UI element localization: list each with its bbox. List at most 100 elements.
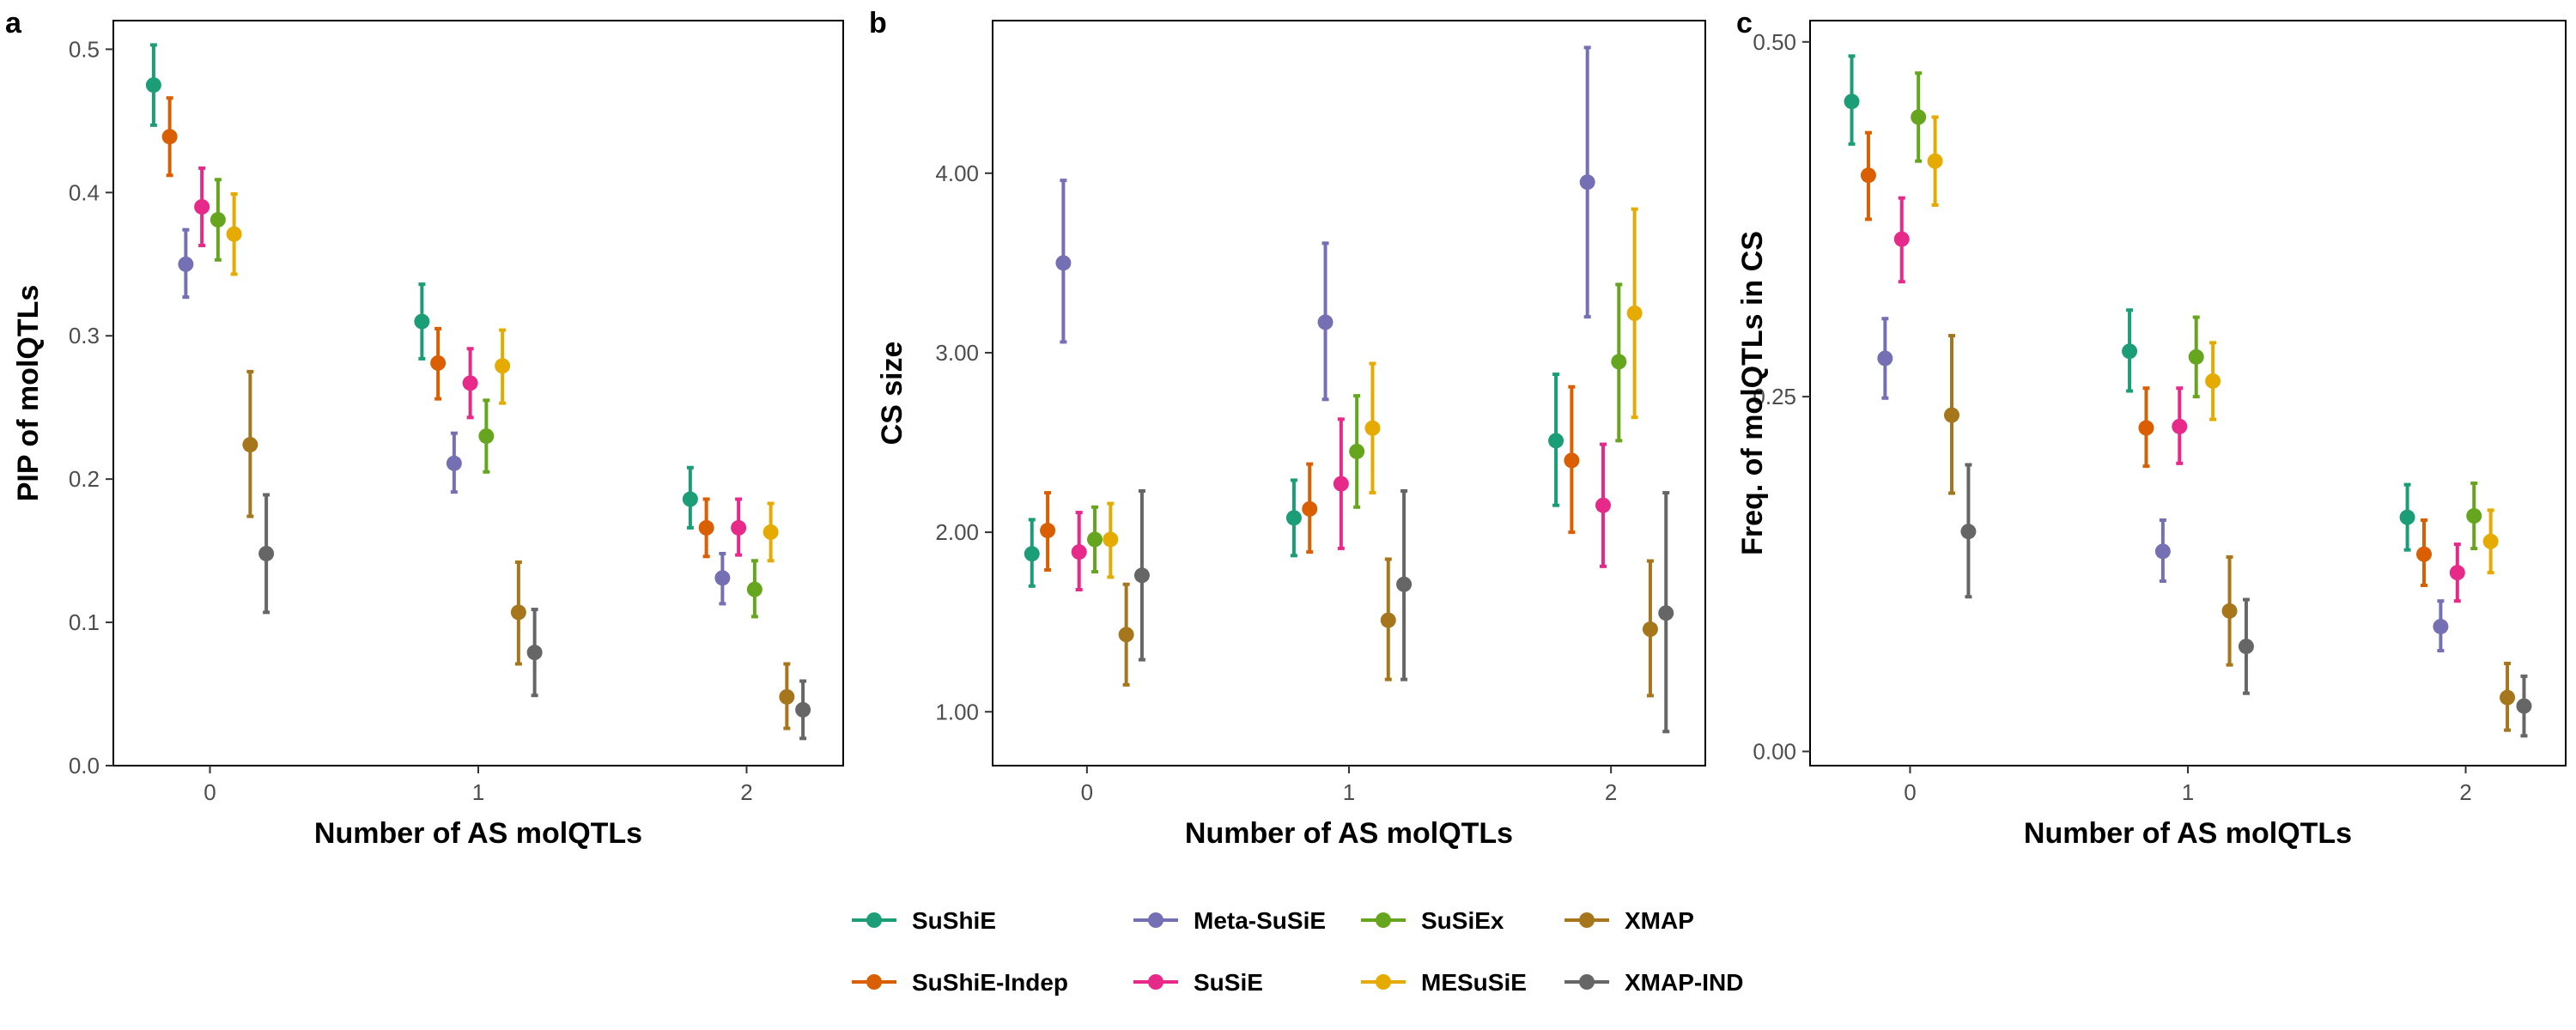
series-SuSiEx bbox=[1911, 71, 2482, 551]
x-tick-label: 1 bbox=[1343, 779, 1355, 805]
data-point bbox=[682, 491, 698, 507]
legend-label: SuShiE-Indep bbox=[912, 969, 1068, 996]
legend-item-SuSiEx: SuSiEx bbox=[1361, 907, 1504, 934]
series-XMAP-IND bbox=[1960, 463, 2532, 738]
data-point bbox=[178, 256, 194, 272]
legend-item-SuShiE-Indep: SuShiE-Indep bbox=[852, 969, 1068, 996]
legend-item-SuShiE: SuShiE bbox=[852, 907, 996, 934]
data-point bbox=[1133, 567, 1150, 584]
series-SuShiE-Indep bbox=[1860, 130, 2432, 588]
data-point bbox=[698, 519, 714, 536]
data-point bbox=[2516, 698, 2532, 714]
x-axis-title: Number of AS molQTLs bbox=[1185, 817, 1513, 850]
series-XMAP bbox=[1944, 334, 2516, 732]
data-point bbox=[242, 437, 258, 453]
data-point bbox=[161, 129, 178, 145]
data-point bbox=[1626, 305, 1643, 321]
panel-letter: a bbox=[5, 7, 22, 39]
data-point bbox=[1364, 420, 1381, 436]
legend-key-point bbox=[1579, 912, 1595, 928]
data-point bbox=[731, 519, 747, 536]
legend-key-point bbox=[1148, 912, 1163, 928]
x-tick-label: 0 bbox=[204, 779, 216, 805]
data-point bbox=[1055, 255, 1072, 271]
y-tick-label: 3.00 bbox=[935, 340, 979, 366]
y-tick-label: 0.50 bbox=[1753, 29, 1796, 55]
series-SuShiE bbox=[1024, 373, 1564, 588]
data-point bbox=[1302, 500, 1318, 517]
series-Meta-SuSiE bbox=[1877, 317, 2449, 653]
legend-item-XMAP: XMAP bbox=[1564, 907, 1694, 934]
data-point bbox=[2188, 348, 2204, 365]
data-point bbox=[414, 313, 430, 330]
x-tick-label: 2 bbox=[1605, 779, 1617, 805]
data-point bbox=[2154, 543, 2171, 560]
data-point bbox=[226, 226, 242, 242]
data-point bbox=[1071, 544, 1087, 560]
panel-letter: b bbox=[869, 7, 887, 39]
data-point bbox=[2138, 420, 2154, 436]
data-point bbox=[495, 358, 511, 374]
data-point bbox=[1642, 621, 1658, 638]
series-MESuSiE bbox=[226, 191, 779, 563]
y-axis-title: CS size bbox=[876, 342, 908, 445]
series-SuShiE bbox=[145, 43, 698, 530]
data-point bbox=[1317, 314, 1334, 330]
panel-letter: c bbox=[1736, 7, 1753, 39]
legend-key-point bbox=[1376, 974, 1391, 990]
data-point bbox=[1285, 510, 1302, 526]
series-SuSiEx bbox=[210, 178, 762, 619]
y-tick-label: 0.00 bbox=[1753, 738, 1796, 764]
data-point bbox=[1333, 476, 1349, 492]
series-XMAP-IND bbox=[258, 493, 811, 741]
data-point bbox=[1087, 531, 1103, 548]
data-point bbox=[1380, 612, 1396, 628]
x-tick-label: 1 bbox=[472, 779, 484, 805]
y-tick-label: 0.5 bbox=[69, 36, 100, 62]
data-point bbox=[2433, 618, 2449, 634]
legend-item-MESuSiE: MESuSiE bbox=[1361, 969, 1527, 996]
y-tick-label: 0.4 bbox=[69, 179, 100, 205]
legend-label: SuShiE bbox=[912, 907, 996, 934]
data-point bbox=[430, 354, 447, 371]
data-point bbox=[1118, 627, 1134, 643]
data-point bbox=[714, 570, 731, 586]
data-point bbox=[762, 524, 779, 540]
data-point bbox=[1349, 443, 1365, 459]
x-axis-title: Number of AS molQTLs bbox=[314, 817, 642, 850]
data-point bbox=[2122, 343, 2138, 360]
data-point bbox=[2238, 639, 2254, 655]
legend-label: XMAP-IND bbox=[1625, 969, 1743, 996]
data-point bbox=[746, 581, 762, 597]
data-point bbox=[1944, 407, 1959, 423]
legend: SuShiE SuShiE-Indep Meta-SuSiE SuSiE SuSiEx M… bbox=[852, 907, 1743, 996]
y-tick-label: 0.25 bbox=[1753, 384, 1796, 409]
data-point bbox=[1927, 153, 1943, 169]
series-SuShiE-Indep bbox=[1040, 385, 1580, 573]
legend-label: XMAP bbox=[1625, 907, 1694, 934]
panel-c: c 0.00 0.25 0.50 0 1 2 Number of AS molQTLs Freq… bbox=[1736, 7, 2567, 850]
x-axis-title: Number of AS molQTLs bbox=[2024, 817, 2352, 850]
y-axis-title: Freq. of molQTLs in CS bbox=[1736, 231, 1769, 555]
data-point bbox=[2205, 373, 2221, 389]
data-point bbox=[1960, 524, 1977, 540]
y-tick-label: 0.1 bbox=[69, 609, 100, 635]
series-XMAP-IND bbox=[1133, 488, 1674, 734]
data-point bbox=[1877, 350, 1893, 367]
series-SuSiE bbox=[1071, 417, 1611, 592]
x-tick-label: 0 bbox=[1081, 779, 1093, 805]
y-tick-label: 0.0 bbox=[69, 753, 100, 779]
data-point bbox=[1595, 497, 1611, 513]
data-point bbox=[1893, 231, 1910, 247]
data-point bbox=[258, 545, 275, 561]
y-tick-label: 4.00 bbox=[935, 161, 979, 186]
data-point bbox=[1579, 174, 1595, 191]
data-point bbox=[779, 688, 795, 705]
data-point bbox=[2482, 533, 2499, 549]
data-point bbox=[194, 199, 210, 215]
legend-item-SuSiE: SuSiE bbox=[1133, 969, 1263, 996]
data-point bbox=[526, 645, 543, 661]
legend-key-point bbox=[1148, 974, 1163, 990]
